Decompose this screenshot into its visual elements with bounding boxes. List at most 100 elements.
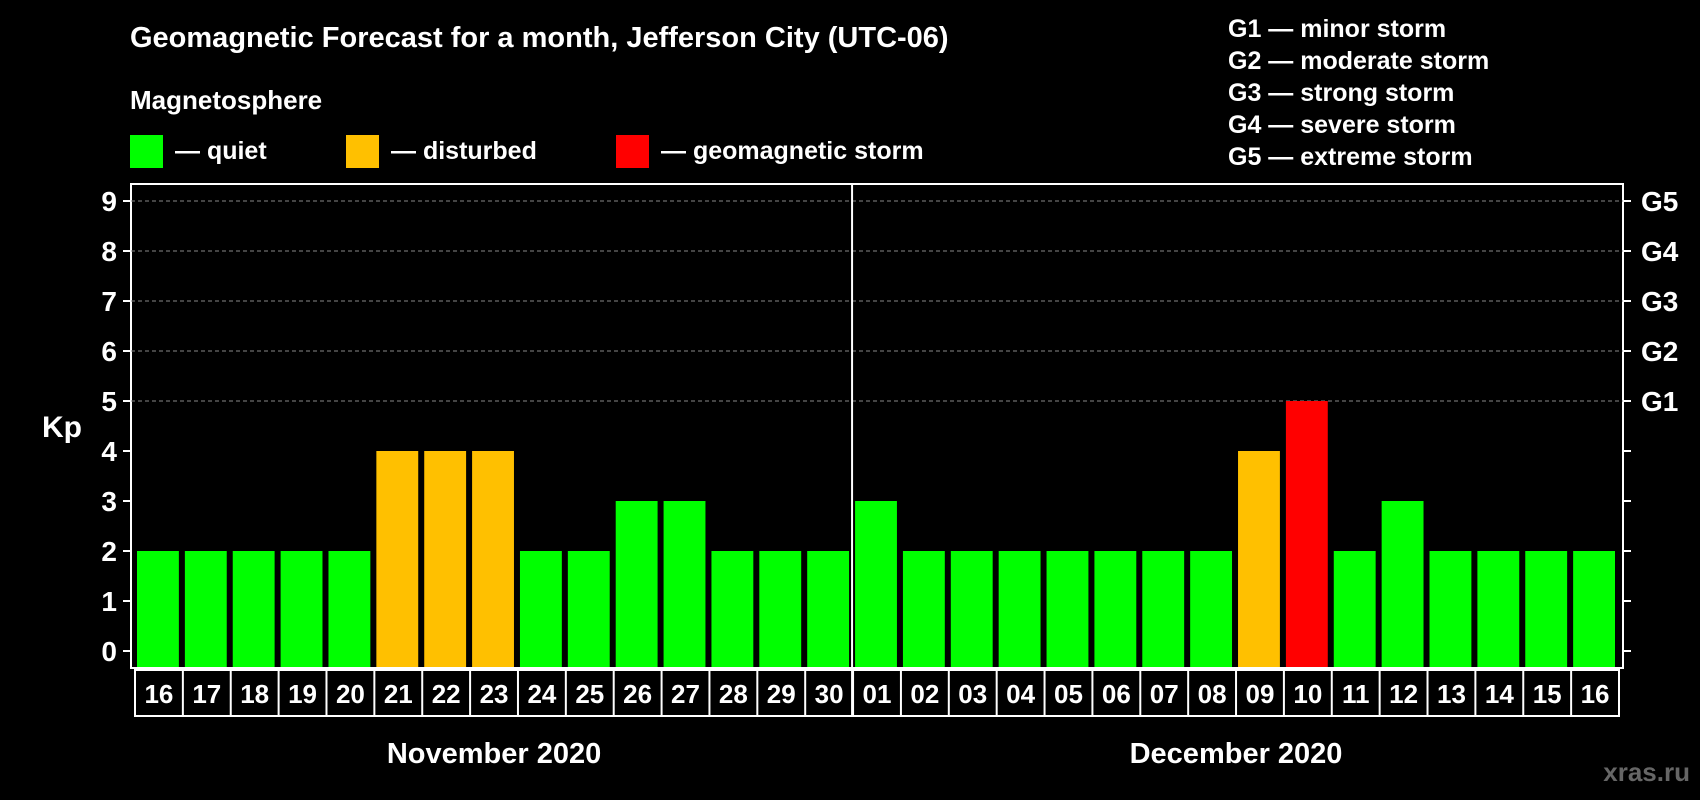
- x-tick-label-8: 24: [527, 679, 556, 709]
- x-tick-label-25: 11: [1342, 679, 1370, 709]
- y-tick-label-2: 2: [101, 536, 117, 567]
- plot-frame: [130, 183, 1624, 669]
- x-tick-label-10: 26: [623, 679, 652, 709]
- legend-label-storm: — geomagnetic storm: [661, 136, 924, 165]
- bar-29: [1525, 551, 1568, 667]
- y-tick-label-1: 1: [101, 586, 117, 617]
- x-tick-label-12: 28: [719, 679, 748, 709]
- x-tick-label-15: 01: [863, 679, 892, 709]
- x-tick-label-19: 05: [1054, 679, 1083, 709]
- y-tick-label-7: 7: [101, 286, 117, 317]
- x-tick-label-9: 25: [575, 679, 604, 709]
- bar-23: [1238, 451, 1280, 667]
- x-tick-label-17: 03: [958, 679, 987, 709]
- bar-27: [1429, 551, 1472, 667]
- storm-level-g4: G4 — severe storm: [1228, 111, 1456, 139]
- y-axis-label: Kp: [42, 411, 82, 444]
- bar-19: [1046, 551, 1089, 667]
- legend-item-disturbed: — disturbed: [346, 134, 537, 168]
- x-tick-label-11: 27: [671, 679, 700, 709]
- watermark: xras.ru: [1603, 757, 1690, 787]
- x-tick-label-5: 21: [384, 679, 413, 709]
- x-tick-label-18: 04: [1006, 679, 1035, 709]
- x-tick-label-4: 20: [336, 679, 365, 709]
- bar-1: [184, 551, 227, 667]
- x-tick-label-7: 23: [480, 679, 509, 709]
- bar-2: [232, 551, 275, 667]
- bar-3: [280, 551, 323, 667]
- bar-17: [950, 551, 993, 667]
- legend-swatch-storm: [616, 134, 649, 168]
- bar-8: [519, 551, 562, 667]
- x-tick-label-26: 12: [1389, 679, 1418, 709]
- bar-10: [615, 501, 658, 667]
- storm-level-g2: G2 — moderate storm: [1228, 47, 1490, 75]
- x-tick-label-27: 13: [1437, 679, 1466, 709]
- x-tick-label-29: 15: [1533, 679, 1562, 709]
- right-axis-label-g2: G2: [1641, 336, 1678, 367]
- legend-swatch-quiet: [130, 134, 163, 168]
- x-tick-label-23: 09: [1246, 679, 1275, 709]
- legend-item-quiet: — quiet: [130, 134, 267, 168]
- bar-6: [424, 451, 467, 667]
- x-tick-label-24: 10: [1293, 679, 1322, 709]
- bar-20: [1094, 551, 1137, 667]
- storm-level-list: G1 — minor storm G2 — moderate storm G3 …: [1228, 13, 1489, 173]
- x-tick-label-6: 22: [432, 679, 461, 709]
- chart-title: Geomagnetic Forecast for a month, Jeffer…: [130, 22, 949, 54]
- x-tick-label-30: 16: [1581, 679, 1610, 709]
- x-tick-label-3: 19: [288, 679, 317, 709]
- y-tick-label-3: 3: [101, 486, 117, 517]
- right-axis-label-g3: G3: [1641, 286, 1678, 317]
- bar-25: [1333, 551, 1376, 667]
- x-tick-label-2: 18: [240, 679, 269, 709]
- y-tick-label-8: 8: [101, 236, 117, 267]
- y-tick-label-5: 5: [101, 386, 117, 417]
- bar-24: [1285, 401, 1328, 667]
- bar-9: [567, 551, 610, 667]
- bar-0: [137, 551, 179, 667]
- storm-level-g1: G1 — minor storm: [1228, 15, 1447, 43]
- month-label-1: December 2020: [1130, 738, 1343, 770]
- legend-label-quiet: — quiet: [175, 136, 267, 165]
- bar-14: [807, 551, 850, 667]
- x-tick-label-0: 16: [144, 679, 173, 709]
- x-tick-label-14: 30: [815, 679, 844, 709]
- y-tick-label-9: 9: [101, 186, 117, 217]
- y-tick-label-6: 6: [101, 336, 117, 367]
- x-tick-label-20: 06: [1102, 679, 1131, 709]
- bar-30: [1573, 551, 1615, 667]
- month-label-0: November 2020: [387, 738, 601, 770]
- right-axis-label-g1: G1: [1641, 386, 1678, 417]
- bar-18: [998, 551, 1041, 667]
- x-tick-label-16: 02: [910, 679, 939, 709]
- bar-7: [472, 451, 514, 667]
- storm-level-g3: G3 — strong storm: [1228, 79, 1455, 107]
- bar-26: [1381, 501, 1424, 667]
- x-tick-label-28: 14: [1485, 679, 1514, 709]
- legend-item-storm: — geomagnetic storm: [616, 134, 924, 168]
- bar-11: [663, 501, 706, 667]
- right-axis-label-g4: G4: [1641, 236, 1679, 267]
- bar-28: [1477, 551, 1520, 667]
- x-tick-label-22: 08: [1198, 679, 1227, 709]
- legend-swatch-disturbed: [346, 134, 379, 168]
- bar-4: [328, 551, 371, 667]
- y-tick-label-0: 0: [101, 636, 117, 667]
- x-tick-label-1: 17: [192, 679, 221, 709]
- legend-label-disturbed: — disturbed: [391, 136, 537, 165]
- y-tick-label-4: 4: [101, 436, 117, 467]
- storm-level-g5: G5 — extreme storm: [1228, 143, 1473, 171]
- bar-12: [711, 551, 754, 667]
- bar-21: [1142, 551, 1185, 667]
- bar-5: [376, 451, 419, 667]
- bar-22: [1190, 551, 1233, 667]
- bar-15: [855, 501, 897, 667]
- right-axis-label-g5: G5: [1641, 186, 1678, 217]
- bar-13: [759, 551, 802, 667]
- x-tick-label-13: 29: [767, 679, 796, 709]
- x-tick-label-21: 07: [1150, 679, 1179, 709]
- day-row-frame: [134, 669, 1620, 717]
- bar-16: [902, 551, 945, 667]
